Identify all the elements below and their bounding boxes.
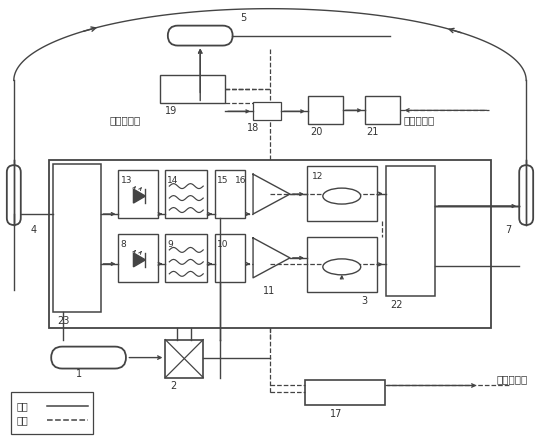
- Text: 20: 20: [310, 127, 322, 137]
- FancyBboxPatch shape: [307, 166, 377, 221]
- Text: 8: 8: [120, 240, 126, 249]
- FancyBboxPatch shape: [386, 166, 435, 296]
- FancyBboxPatch shape: [253, 102, 281, 120]
- FancyBboxPatch shape: [165, 234, 207, 282]
- Text: 光路: 光路: [17, 401, 29, 412]
- FancyBboxPatch shape: [165, 170, 207, 218]
- Text: 12: 12: [312, 172, 323, 181]
- FancyBboxPatch shape: [118, 170, 158, 218]
- Text: 17: 17: [330, 409, 342, 419]
- Text: 1: 1: [76, 368, 82, 379]
- Polygon shape: [133, 253, 145, 267]
- Ellipse shape: [323, 259, 361, 275]
- FancyBboxPatch shape: [168, 26, 233, 45]
- FancyBboxPatch shape: [160, 76, 225, 103]
- Text: 5: 5: [240, 12, 246, 23]
- FancyBboxPatch shape: [364, 97, 400, 124]
- Text: 申路: 申路: [17, 415, 29, 425]
- Polygon shape: [133, 189, 145, 203]
- Text: 10: 10: [217, 240, 228, 249]
- Text: 15: 15: [217, 176, 228, 185]
- FancyBboxPatch shape: [165, 340, 203, 377]
- FancyBboxPatch shape: [49, 160, 491, 328]
- FancyBboxPatch shape: [51, 347, 126, 368]
- Text: 14: 14: [167, 176, 179, 185]
- Text: 18: 18: [247, 123, 259, 134]
- FancyBboxPatch shape: [53, 164, 100, 312]
- FancyBboxPatch shape: [215, 234, 245, 282]
- Text: 7: 7: [505, 225, 511, 235]
- FancyBboxPatch shape: [308, 97, 343, 124]
- Text: 13: 13: [120, 176, 132, 185]
- Text: 9: 9: [167, 240, 173, 249]
- Ellipse shape: [323, 188, 361, 204]
- Text: 22: 22: [390, 300, 403, 310]
- Polygon shape: [253, 174, 290, 214]
- FancyBboxPatch shape: [11, 392, 92, 434]
- Text: 4: 4: [31, 225, 37, 235]
- Text: 19: 19: [165, 106, 178, 116]
- Text: 逆时针回路: 逆时针回路: [404, 115, 435, 125]
- Text: 3: 3: [362, 296, 368, 306]
- FancyBboxPatch shape: [305, 380, 384, 405]
- FancyBboxPatch shape: [519, 165, 533, 225]
- FancyBboxPatch shape: [307, 237, 377, 292]
- Text: 23: 23: [58, 316, 70, 326]
- FancyBboxPatch shape: [215, 170, 245, 218]
- Text: 顺时针回路: 顺时针回路: [110, 115, 141, 125]
- Text: 21: 21: [367, 127, 379, 137]
- FancyBboxPatch shape: [118, 234, 158, 282]
- Text: 2: 2: [170, 381, 177, 392]
- Polygon shape: [253, 238, 290, 278]
- FancyBboxPatch shape: [7, 165, 21, 225]
- Text: 角速度输出: 角速度输出: [496, 375, 528, 384]
- Text: 11: 11: [263, 286, 275, 296]
- Text: 16: 16: [235, 176, 247, 185]
